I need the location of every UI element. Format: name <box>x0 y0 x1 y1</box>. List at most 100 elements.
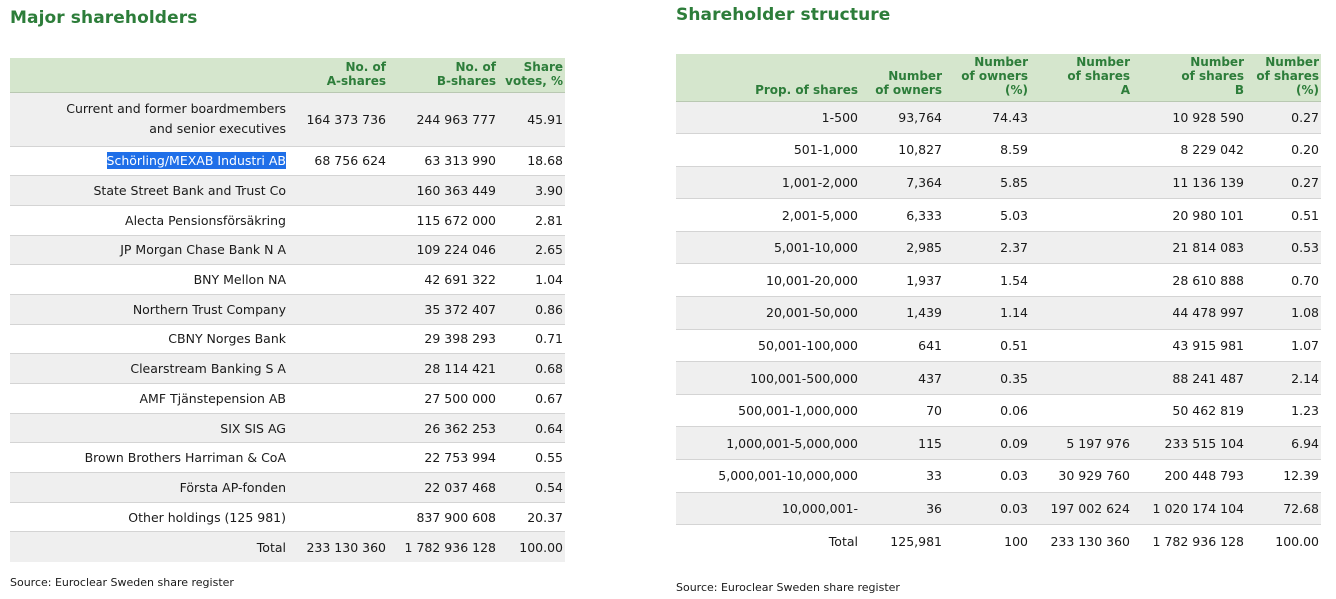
shares-a-cell <box>1030 394 1132 427</box>
shares-pct-cell: 72.68 <box>1246 492 1321 525</box>
major-source-note: Source: Euroclear Sweden share register <box>10 576 234 589</box>
table-row: Total 125,981 100 233 130 360 1 782 936 128 1… <box>676 524 1321 558</box>
shares-b-cell: 43 915 981 <box>1132 329 1246 362</box>
shareholder-structure-body: 1-500 93,764 74.43 10 928 590 0.27 501-1,000 1… <box>676 101 1321 558</box>
votes-cell: 100.00 <box>498 531 565 562</box>
prop-of-shares-cell: 5,000,001-10,000,000 <box>676 459 860 493</box>
votes-cell: 20.37 <box>498 502 565 532</box>
selected-text[interactable]: Schörling/MEXAB Industri AB <box>106 152 286 170</box>
shares-b-cell: 233 515 104 <box>1132 426 1246 460</box>
shares-a-cell: 197 002 624 <box>1030 492 1132 525</box>
prop-of-shares-cell: 50,001-100,000 <box>676 329 860 362</box>
shares-pct-cell: 12.39 <box>1246 459 1321 493</box>
table-row: 50,001-100,000 641 0.51 43 915 981 1.07 <box>676 329 1321 362</box>
votes-cell: 1.04 <box>498 264 565 295</box>
shares-pct-cell: 0.70 <box>1246 263 1321 297</box>
b-shares-cell: 109 224 046 <box>388 235 498 265</box>
shares-b-cell: 200 448 793 <box>1132 459 1246 493</box>
shares-b-cell: 28 610 888 <box>1132 263 1246 297</box>
table-header-row: Prop. of shares Number of owners Number of o… <box>676 54 1321 101</box>
a-shares-cell <box>288 502 388 532</box>
owners-cell: 7,364 <box>860 166 944 199</box>
prop-of-shares-cell: 2,001-5,000 <box>676 198 860 232</box>
b-shares-cell: 244 963 777 <box>388 92 498 146</box>
table-row: Brown Brothers Harriman & CoA 22 753 994 0… <box>10 442 565 473</box>
shares-a-cell <box>1030 263 1132 297</box>
votes-cell: 0.54 <box>498 472 565 503</box>
table-row: Current and former boardmembers and senio… <box>10 92 565 146</box>
prop-of-shares-cell: 501-1,000 <box>676 133 860 167</box>
shares-a-cell <box>1030 101 1132 134</box>
shareholder-name: Total <box>10 531 288 562</box>
table-row: 100,001-500,000 437 0.35 88 241 487 2.14 <box>676 361 1321 395</box>
shareholder-name: JP Morgan Chase Bank N A <box>10 235 288 265</box>
shares-b-cell: 1 782 936 128 <box>1132 524 1246 558</box>
shares-b-cell: 11 136 139 <box>1132 166 1246 199</box>
b-shares-cell: 115 672 000 <box>388 205 498 236</box>
table-row: 1-500 93,764 74.43 10 928 590 0.27 <box>676 101 1321 134</box>
shares-a-cell <box>1030 166 1132 199</box>
prop-of-shares-cell: 1-500 <box>676 101 860 134</box>
prop-of-shares-cell: 10,001-20,000 <box>676 263 860 297</box>
votes-cell: 0.71 <box>498 324 565 354</box>
table-row: 10,000,001- 36 0.03 197 002 624 1 020 174 10… <box>676 492 1321 525</box>
shareholder-name: Schörling/MEXAB Industri AB <box>10 146 288 176</box>
shareholder-name: Current and former boardmembers and senio… <box>10 92 288 146</box>
a-shares-cell: 233 130 360 <box>288 531 388 562</box>
b-shares-cell: 28 114 421 <box>388 353 498 384</box>
a-shares-cell <box>288 324 388 354</box>
shareholder-name: Alecta Pensionsförsäkring <box>10 205 288 236</box>
votes-cell: 3.90 <box>498 175 565 206</box>
shares-a-cell <box>1030 296 1132 330</box>
b-shares-cell: 22 753 994 <box>388 442 498 473</box>
shares-b-cell: 88 241 487 <box>1132 361 1246 395</box>
owners-cell: 70 <box>860 394 944 427</box>
table-row: JP Morgan Chase Bank N A 109 224 046 2.65 <box>10 235 565 265</box>
owners-cell: 437 <box>860 361 944 395</box>
prop-of-shares-cell: 1,000,001-5,000,000 <box>676 426 860 460</box>
votes-cell: 0.68 <box>498 353 565 384</box>
b-shares-cell: 42 691 322 <box>388 264 498 295</box>
shares-a-cell: 30 929 760 <box>1030 459 1132 493</box>
owners-pct-cell: 0.03 <box>944 492 1030 525</box>
shares-a-cell <box>1030 361 1132 395</box>
prop-of-shares-cell: Total <box>676 524 860 558</box>
shares-pct-cell: 100.00 <box>1246 524 1321 558</box>
shares-pct-cell: 1.23 <box>1246 394 1321 427</box>
a-shares-cell <box>288 472 388 503</box>
a-shares-cell <box>288 383 388 414</box>
owners-pct-cell: 0.06 <box>944 394 1030 427</box>
column-header: Number of shares (%) <box>1246 54 1321 101</box>
table-row: 1,000,001-5,000,000 115 0.09 5 197 976 233 5… <box>676 426 1321 460</box>
shares-b-cell: 21 814 083 <box>1132 231 1246 264</box>
table-row: 501-1,000 10,827 8.59 8 229 042 0.20 <box>676 133 1321 167</box>
b-shares-cell: 35 372 407 <box>388 294 498 325</box>
table-row: Första AP-fonden 22 037 468 0.54 <box>10 472 565 503</box>
votes-cell: 2.81 <box>498 205 565 236</box>
table-row: SIX SIS AG 26 362 253 0.64 <box>10 413 565 443</box>
shares-a-cell <box>1030 133 1132 167</box>
owners-cell: 36 <box>860 492 944 525</box>
shares-pct-cell: 0.20 <box>1246 133 1321 167</box>
a-shares-cell <box>288 353 388 384</box>
a-shares-cell <box>288 413 388 443</box>
owners-pct-cell: 0.09 <box>944 426 1030 460</box>
shareholder-name: State Street Bank and Trust Co <box>10 175 288 206</box>
a-shares-cell <box>288 175 388 206</box>
major-shareholders-table: No. of A-shares No. of B-shares Share votes, … <box>10 58 565 562</box>
major-shareholders-title: Major shareholders <box>10 8 198 28</box>
owners-cell: 6,333 <box>860 198 944 232</box>
shares-b-cell: 50 462 819 <box>1132 394 1246 427</box>
prop-of-shares-cell: 100,001-500,000 <box>676 361 860 395</box>
votes-cell: 18.68 <box>498 146 565 176</box>
owners-cell: 115 <box>860 426 944 460</box>
shareholder-name: Första AP-fonden <box>10 472 288 503</box>
table-row: Total 233 130 360 1 782 936 128 100.00 <box>10 531 565 562</box>
owners-cell: 93,764 <box>860 101 944 134</box>
shares-b-cell: 10 928 590 <box>1132 101 1246 134</box>
prop-of-shares-cell: 5,001-10,000 <box>676 231 860 264</box>
shares-a-cell <box>1030 198 1132 232</box>
owners-pct-cell: 100 <box>944 524 1030 558</box>
shares-b-cell: 1 020 174 104 <box>1132 492 1246 525</box>
table-row: 2,001-5,000 6,333 5.03 20 980 101 0.51 <box>676 198 1321 232</box>
